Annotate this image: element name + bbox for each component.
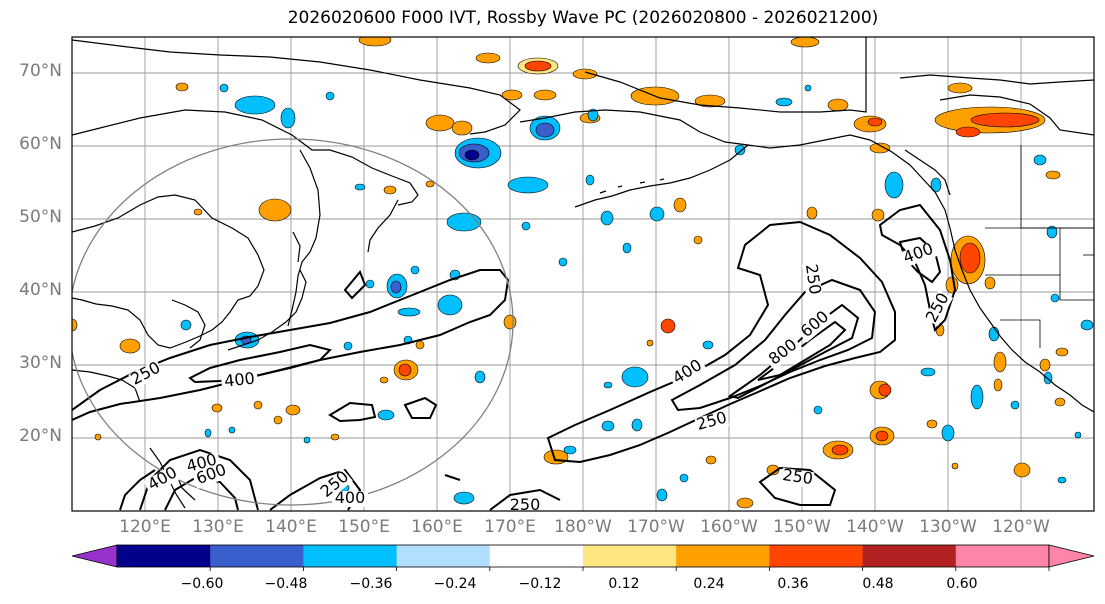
- colorbar-tick-label: 0.12: [608, 576, 640, 592]
- colorbar-tick-label: 0.60: [946, 576, 978, 592]
- coastlines: [72, 37, 1094, 509]
- rossby-wave-pc-shading: [72, 37, 1094, 509]
- lon-label: 150°E: [338, 517, 390, 537]
- contour-label: 250: [802, 263, 825, 296]
- colorbar-segment: [396, 545, 491, 567]
- colorbar-segment: [955, 545, 1050, 567]
- colorbar-segment: [862, 545, 957, 567]
- lat-label: 30°N: [19, 353, 62, 373]
- colorbar-segment: [769, 545, 864, 567]
- colorbar: [71, 544, 1095, 571]
- lon-label: 150°W: [773, 517, 831, 537]
- colorbar-segment: [303, 545, 398, 567]
- colorbar-segment: [489, 545, 584, 567]
- lat-label: 50°N: [19, 207, 62, 227]
- lon-label: 170°W: [627, 517, 685, 537]
- colorbar-tick-label: −0.36: [349, 576, 393, 592]
- map-title: 2026020600 F000 IVT, Rossby Wave PC (202…: [287, 8, 879, 28]
- political-boundaries: [865, 37, 1094, 348]
- colorbar-tick-label: 0.24: [693, 576, 725, 592]
- lon-label: 140°E: [265, 517, 317, 537]
- lon-label: 130°W: [919, 517, 977, 537]
- colorbar-segment: [210, 545, 304, 567]
- colorbar-segment: [583, 545, 677, 567]
- lon-label: 180°W: [554, 517, 612, 537]
- colorbar-extend-high: [1048, 544, 1095, 568]
- map-frame: [71, 36, 1095, 512]
- colorbar-extend-low: [71, 544, 118, 568]
- lon-label: 120°W: [992, 517, 1050, 537]
- colorbar-tick-label: −0.48: [264, 576, 308, 592]
- lon-label: 170°E: [484, 517, 536, 537]
- colorbar-tick-label: −0.12: [518, 576, 562, 592]
- contour-label: 250: [781, 465, 814, 488]
- lat-label: 70°N: [19, 61, 62, 81]
- lon-label: 160°W: [700, 517, 758, 537]
- lon-label: 140°W: [846, 517, 904, 537]
- colorbar-tick-label: 0.36: [777, 576, 809, 592]
- lon-label: 160°E: [411, 517, 463, 537]
- colorbar-tick-label: −0.24: [433, 576, 477, 592]
- lat-label: 60°N: [19, 134, 62, 154]
- lat-label: 40°N: [19, 280, 62, 300]
- contour-label: 400: [223, 368, 255, 390]
- colorbar-segment: [117, 545, 211, 567]
- lon-label: 130°E: [192, 517, 244, 537]
- contour-label: 250: [510, 495, 541, 514]
- contour-label-group: 250 400 250 400 800 600 400 250 250 400 …: [127, 239, 954, 514]
- colorbar-tick-label: −0.60: [180, 576, 224, 592]
- colorbar-tick-label: 0.48: [862, 576, 894, 592]
- lat-label: 20°N: [19, 426, 62, 446]
- contour-label: 400: [335, 488, 366, 507]
- range-circle: [72, 138, 514, 506]
- lon-label: 120°E: [119, 517, 171, 537]
- colorbar-segment: [676, 545, 770, 567]
